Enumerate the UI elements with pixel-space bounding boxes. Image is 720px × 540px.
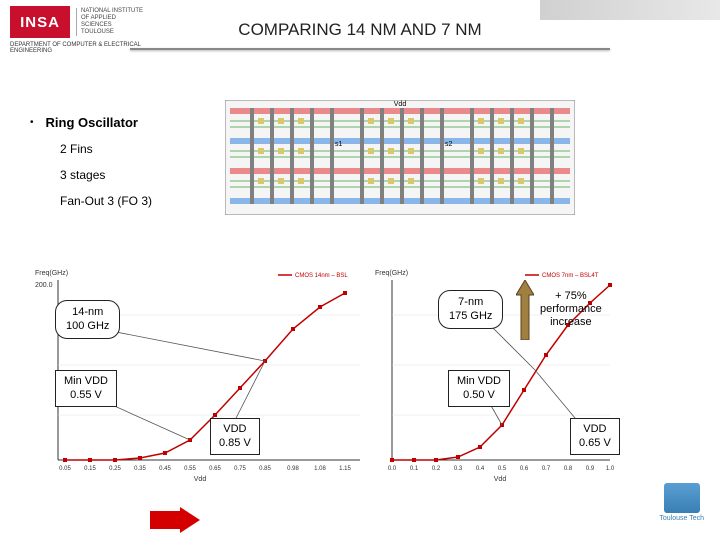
bullet-icon: •	[30, 117, 34, 128]
bullet-main: Ring Oscillator	[46, 115, 138, 130]
svg-text:0.7: 0.7	[542, 466, 551, 472]
svg-text:0.8: 0.8	[564, 466, 573, 472]
svg-text:CMOS 7nm – BSL4T: CMOS 7nm – BSL4T	[542, 273, 599, 279]
dept-label: DEPARTMENT OF COMPUTER & ELECTRICALENGIN…	[10, 42, 141, 54]
callout-vdd-7: VDD0.65 V	[570, 418, 620, 455]
callout-min-vdd-7: Min VDD0.50 V	[448, 370, 510, 407]
callout-7nm-freq: 7-nm175 GHz	[438, 290, 503, 329]
svg-text:s2: s2	[445, 141, 453, 148]
svg-text:0.45: 0.45	[159, 466, 171, 472]
svg-text:0.5: 0.5	[498, 466, 507, 472]
callout-min-vdd-14: Min VDD0.55 V	[55, 370, 117, 407]
svg-text:Freq(GHz): Freq(GHz)	[375, 270, 408, 277]
svg-text:0.85: 0.85	[259, 466, 271, 472]
svg-text:Vdd: Vdd	[494, 476, 507, 483]
bullet-list: • Ring Oscillator 2 Fins 3 stages Fan-Ou…	[30, 115, 152, 220]
ring-oscillator-layout: Vdd s1 s2	[225, 100, 575, 215]
callout-vdd-14: VDD0.85 V	[210, 418, 260, 455]
svg-text:s1: s1	[335, 141, 343, 148]
svg-text:1.08: 1.08	[314, 466, 326, 472]
svg-text:0.3: 0.3	[454, 466, 463, 472]
svg-text:0.05: 0.05	[59, 466, 71, 472]
svg-text:1.0: 1.0	[606, 466, 615, 472]
bullet-sub1: 2 Fins	[60, 142, 152, 156]
svg-text:1.15: 1.15	[339, 466, 351, 472]
svg-text:0.15: 0.15	[84, 466, 96, 472]
perf-increase-label: + 75% performance increase	[540, 290, 602, 330]
svg-text:0.0: 0.0	[388, 466, 397, 472]
page-title: COMPARING 14 NM AND 7 NM	[0, 20, 720, 40]
svg-text:0.1: 0.1	[410, 466, 419, 472]
svg-text:0.9: 0.9	[586, 466, 595, 472]
svg-text:Vdd: Vdd	[194, 476, 207, 483]
toulouse-tech-logo: Toulouse Tech	[659, 483, 704, 522]
svg-text:200.0: 200.0	[35, 282, 53, 289]
bullet-sub2: 3 stages	[60, 168, 152, 182]
svg-text:0.75: 0.75	[234, 466, 246, 472]
svg-text:0.98: 0.98	[287, 466, 299, 472]
svg-text:CMOS 14nm – BSL: CMOS 14nm – BSL	[295, 273, 348, 279]
layout-vdd-label: Vdd	[394, 101, 407, 108]
svg-text:Freq(GHz): Freq(GHz)	[35, 270, 68, 277]
up-arrow-icon	[516, 280, 534, 345]
svg-text:0.35: 0.35	[134, 466, 146, 472]
red-arrow-icon	[150, 507, 200, 538]
header-stripe	[540, 0, 720, 20]
callout-14nm-freq: 14-nm100 GHz	[55, 300, 120, 339]
svg-text:0.55: 0.55	[184, 466, 196, 472]
title-underline	[130, 48, 610, 50]
svg-text:0.25: 0.25	[109, 466, 121, 472]
svg-text:0.2: 0.2	[432, 466, 441, 472]
svg-text:0.65: 0.65	[209, 466, 221, 472]
svg-text:0.4: 0.4	[476, 466, 485, 472]
toulouse-badge-icon	[664, 483, 700, 513]
svg-text:0.6: 0.6	[520, 466, 529, 472]
toulouse-label: Toulouse Tech	[659, 515, 704, 522]
bullet-sub3: Fan-Out 3 (FO 3)	[60, 194, 152, 208]
